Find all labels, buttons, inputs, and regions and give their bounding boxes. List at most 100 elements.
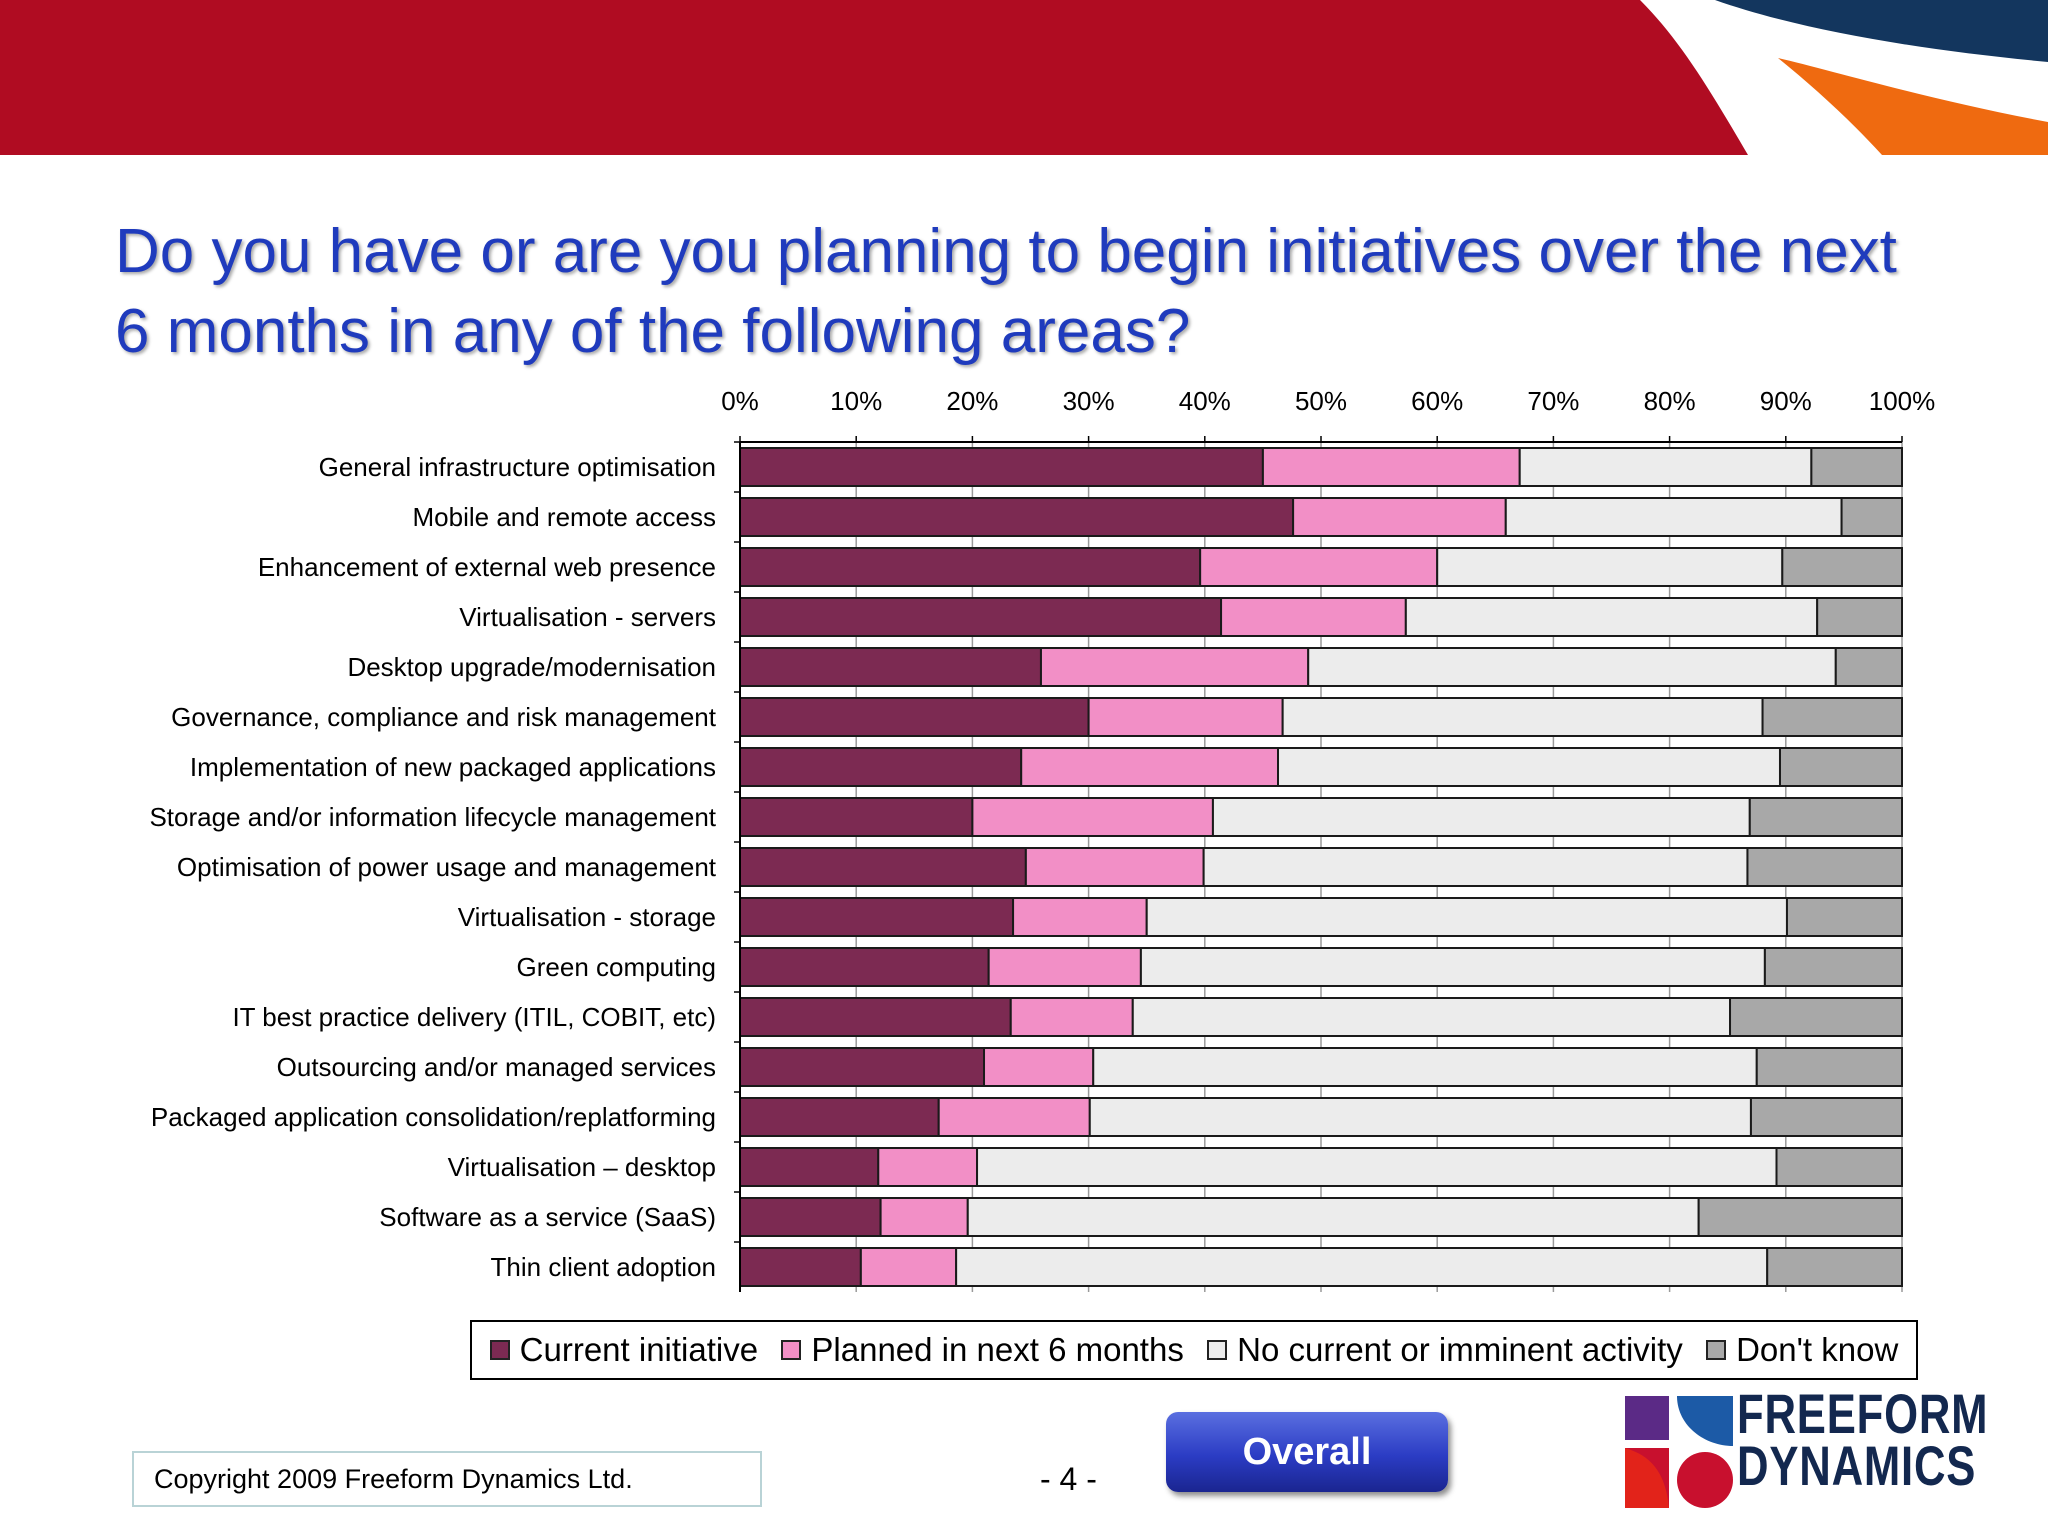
bar-segment-current: [739, 1197, 882, 1237]
bar-segment-none: [1307, 647, 1837, 687]
bar-segment-planned: [983, 1047, 1095, 1087]
page-number: - 4 -: [1040, 1461, 1097, 1497]
bar-segment-none: [976, 1147, 1778, 1187]
bar-segment-planned: [971, 797, 1214, 837]
category-label: Enhancement of external web presence: [258, 552, 716, 582]
bar-segment-none: [1436, 547, 1784, 587]
bar-segment-planned: [1087, 697, 1284, 737]
bar-segment-planned: [1012, 897, 1148, 937]
bar-segment-none: [1211, 797, 1751, 837]
category-label: Optimisation of power usage and manageme…: [177, 852, 717, 882]
bar-segment-planned: [859, 1247, 958, 1287]
overall-button[interactable]: Overall: [1166, 1412, 1448, 1492]
bar-segment-planned: [1009, 997, 1134, 1037]
bar-segment-none: [1504, 497, 1843, 537]
bar-segment-dont-know: [1755, 1047, 1903, 1087]
bar-segment-current: [739, 697, 1090, 737]
bar-segment-current: [739, 597, 1223, 637]
bar-segment-current: [739, 497, 1295, 537]
bar-segment-current: [739, 647, 1042, 687]
bar-segment-planned: [1020, 747, 1280, 787]
bar-segment-planned: [1220, 597, 1407, 637]
x-tick-label: 0%: [721, 386, 759, 416]
bar-segment-none: [966, 1197, 1700, 1237]
legend-swatch-dont-know: [1706, 1340, 1727, 1360]
x-tick-label: 90%: [1760, 386, 1812, 416]
bar-segment-dont-know: [1816, 597, 1903, 637]
bar-segment-planned: [1024, 847, 1205, 887]
bar-segment-current: [739, 847, 1027, 887]
bar-segment-dont-know: [1766, 1247, 1904, 1287]
category-label: Implementation of new packaged applicati…: [190, 752, 716, 782]
bar-segment-current: [739, 747, 1023, 787]
x-tick-label: 50%: [1295, 386, 1347, 416]
category-label: Virtualisation – desktop: [448, 1152, 716, 1182]
x-tick-label: 10%: [830, 386, 882, 416]
logo-wordmark: FREEFORM DYNAMICS: [1737, 1382, 1989, 1494]
bar-segment-none: [1202, 847, 1749, 887]
x-tick-label: 80%: [1644, 386, 1696, 416]
bar-segment-none: [1277, 747, 1781, 787]
legend-label-current: Current initiative: [519, 1331, 759, 1368]
bar-segment-none: [1092, 1047, 1758, 1087]
bar-segment-dont-know: [1810, 447, 1904, 487]
bar-segment-planned: [1199, 547, 1439, 587]
x-tick-label: 30%: [1063, 386, 1115, 416]
category-label: Outsourcing and/or managed services: [277, 1052, 716, 1082]
bar-segment-current: [739, 1047, 986, 1087]
banner-navy-swoosh: [1715, 0, 2048, 62]
freeform-dynamics-logo: FREEFORM DYNAMICS: [1625, 1386, 1988, 1514]
copyright-notice: Copyright 2009 Freeform Dynamics Ltd.: [132, 1451, 762, 1507]
bar-segment-dont-know: [1697, 1197, 1904, 1237]
x-tick-label: 20%: [946, 386, 998, 416]
bar-segment-dont-know: [1748, 797, 1903, 837]
bar-segment-planned: [1261, 447, 1521, 487]
bar-segment-planned: [987, 947, 1142, 987]
bar-segment-dont-know: [1834, 647, 1903, 687]
bar-segment-dont-know: [1840, 497, 1904, 537]
legend-label-planned: Planned in next 6 months: [811, 1331, 1184, 1368]
page-title: Do you have or are you planning to begin…: [115, 217, 1897, 366]
bar-segment-none: [955, 1247, 1769, 1287]
category-label: Mobile and remote access: [413, 502, 716, 532]
bar-segment-none: [1404, 597, 1819, 637]
logo-line-1: FREEFORM: [1737, 1382, 1989, 1445]
bar-segment-planned: [879, 1197, 969, 1237]
bar-segment-dont-know: [1775, 1147, 1904, 1187]
bar-segment-current: [739, 947, 990, 987]
bar-segment-none: [1131, 997, 1732, 1037]
category-label: Software as a service (SaaS): [379, 1202, 716, 1232]
bar-segment-dont-know: [1763, 947, 1904, 987]
bar-segment-planned: [877, 1147, 979, 1187]
legend-swatch-current: [489, 1340, 510, 1360]
bar-segment-current: [739, 547, 1202, 587]
bar-segment-none: [1139, 947, 1766, 987]
legend-swatch-none: [1207, 1340, 1228, 1360]
bar-segment-current: [739, 997, 1012, 1037]
bar-segment-planned: [937, 1097, 1091, 1137]
x-tick-label: 40%: [1179, 386, 1231, 416]
bar-segment-dont-know: [1761, 697, 1904, 737]
legend-item-none: No current or imminent activity: [1207, 1331, 1683, 1369]
legend-label-none: No current or imminent activity: [1237, 1331, 1683, 1368]
category-label: Storage and/or information lifecycle man…: [149, 802, 716, 832]
legend-item-planned: Planned in next 6 months: [781, 1331, 1184, 1369]
x-tick-label: 70%: [1527, 386, 1579, 416]
legend-item-dont-know: Don't know: [1706, 1331, 1898, 1369]
category-label: Virtualisation - storage: [458, 902, 716, 932]
bar-segment-dont-know: [1778, 747, 1903, 787]
category-label: General infrastructure optimisation: [319, 452, 716, 482]
category-label: Thin client adoption: [491, 1252, 716, 1282]
stacked-bar-chart: 0% 10% 20% 30% 40% 50% 60% 70% 80% 90% 100% General…: [149, 386, 1935, 1292]
category-label: Green computing: [517, 952, 716, 982]
banner-orange-swoosh: [1778, 58, 2048, 155]
legend-swatch-planned: [781, 1340, 802, 1360]
bar-segment-dont-know: [1781, 547, 1903, 587]
bar-segment-none: [1145, 897, 1788, 937]
bar-segment-current: [739, 1247, 862, 1287]
bar-segment-none: [1281, 697, 1764, 737]
legend-item-current: Current initiative: [489, 1331, 759, 1369]
category-label: Governance, compliance and risk manageme…: [171, 702, 717, 732]
legend-label-dont-know: Don't know: [1736, 1331, 1899, 1368]
bar-segment-none: [1518, 447, 1813, 487]
